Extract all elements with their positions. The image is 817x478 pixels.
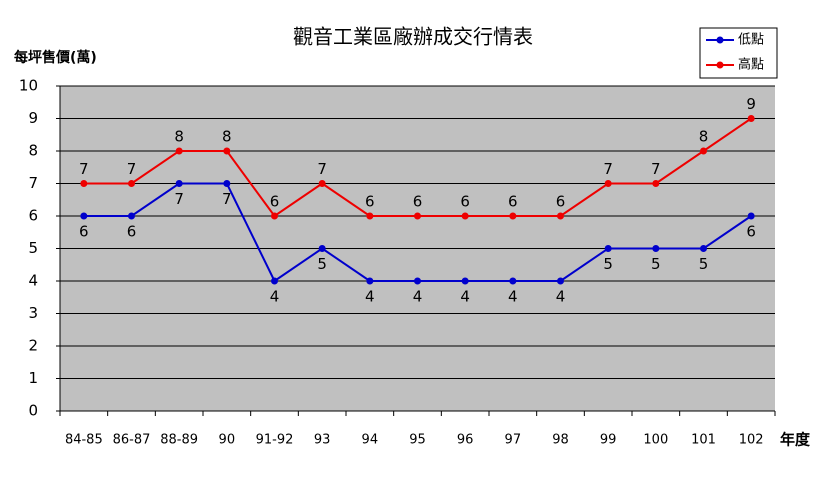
x-tick-label: 95 (409, 433, 426, 448)
data-label: 7 (127, 160, 137, 178)
x-tick-label: 88-89 (160, 433, 198, 448)
data-point (318, 180, 326, 187)
legend (699, 27, 778, 79)
x-tick-label: 94 (362, 433, 379, 448)
data-point (414, 277, 421, 285)
data-label: 7 (79, 160, 89, 178)
data-point (128, 212, 135, 220)
y-tick-label: 6 (28, 207, 38, 225)
chart-title: 觀音工業區廠辦成交行情表 (293, 25, 533, 49)
y-tick-label: 4 (28, 272, 38, 290)
y-tick-label: 7 (28, 174, 38, 192)
data-point (747, 115, 755, 122)
data-label: 7 (317, 160, 327, 178)
x-tick-label: 99 (600, 433, 617, 448)
data-point (318, 245, 326, 252)
data-point (509, 212, 517, 220)
data-label: 4 (556, 288, 566, 306)
data-label: 5 (317, 255, 327, 273)
data-label: 6 (746, 223, 756, 241)
legend-marker (716, 61, 724, 69)
data-label: 4 (460, 288, 470, 306)
data-label: 4 (413, 288, 423, 306)
data-label: 5 (651, 255, 661, 273)
x-tick-label: 98 (552, 433, 569, 448)
x-tick-label: 91-92 (256, 433, 294, 448)
data-point (271, 277, 278, 285)
data-point (700, 245, 707, 252)
data-point (80, 180, 88, 187)
x-tick-label: 93 (314, 433, 331, 448)
data-point (271, 212, 278, 220)
y-tick-label: 9 (28, 109, 38, 127)
y-tick-label: 2 (28, 337, 38, 355)
data-point (604, 245, 612, 252)
data-point (223, 180, 231, 187)
y-tick-label: 8 (28, 142, 38, 160)
data-point (604, 180, 612, 187)
data-point (223, 147, 231, 155)
legend-label: 低點 (738, 33, 764, 48)
data-point (652, 180, 660, 187)
data-point (747, 212, 755, 220)
x-tick-label: 101 (691, 433, 716, 448)
x-tick-label: 97 (505, 433, 522, 448)
x-tick-label: 102 (739, 433, 764, 448)
data-label: 8 (174, 128, 184, 146)
y-axis-label: 每坪售價(萬) (14, 49, 97, 66)
data-label: 9 (746, 95, 756, 113)
data-label: 6 (127, 223, 137, 241)
y-tick-label: 10 (19, 77, 38, 95)
data-label: 6 (508, 193, 518, 211)
x-tick-label: 100 (643, 433, 668, 448)
data-label: 7 (222, 190, 232, 208)
data-point (509, 277, 517, 285)
data-label: 6 (556, 193, 566, 211)
x-tick-label: 84-85 (65, 433, 103, 448)
data-point (366, 212, 374, 220)
data-point (80, 212, 88, 220)
y-tick-label: 1 (28, 369, 38, 387)
data-point (700, 147, 707, 155)
data-point (366, 277, 374, 285)
data-label: 6 (365, 193, 375, 211)
data-label: 5 (699, 255, 709, 273)
data-label: 6 (413, 193, 423, 211)
data-point (461, 277, 469, 285)
legend-marker (716, 36, 724, 44)
legend-label: 高點 (738, 57, 764, 73)
y-tick-label: 5 (28, 239, 38, 257)
data-label: 8 (222, 128, 232, 146)
data-label: 4 (508, 288, 518, 306)
data-point (128, 180, 135, 187)
x-tick-label: 96 (457, 433, 474, 448)
data-label: 6 (460, 193, 470, 211)
data-label: 4 (270, 288, 280, 306)
data-label: 7 (603, 160, 613, 178)
data-label: 7 (174, 190, 184, 208)
data-point (414, 212, 421, 220)
y-tick-label: 3 (28, 304, 38, 322)
data-point (557, 212, 564, 220)
data-label: 5 (603, 255, 613, 273)
data-label: 8 (699, 128, 709, 146)
x-tick-label: 90 (219, 433, 236, 448)
data-point (175, 180, 183, 187)
data-point (175, 147, 183, 155)
data-label: 4 (365, 288, 375, 306)
data-label: 6 (270, 193, 280, 211)
data-point (557, 277, 564, 285)
x-tick-label: 86-87 (113, 433, 151, 448)
data-point (652, 245, 660, 252)
data-point (461, 212, 469, 220)
data-label: 7 (651, 160, 661, 178)
y-tick-label: 0 (28, 402, 38, 420)
data-label: 6 (79, 223, 89, 241)
x-axis-label: 年度 (780, 431, 811, 449)
